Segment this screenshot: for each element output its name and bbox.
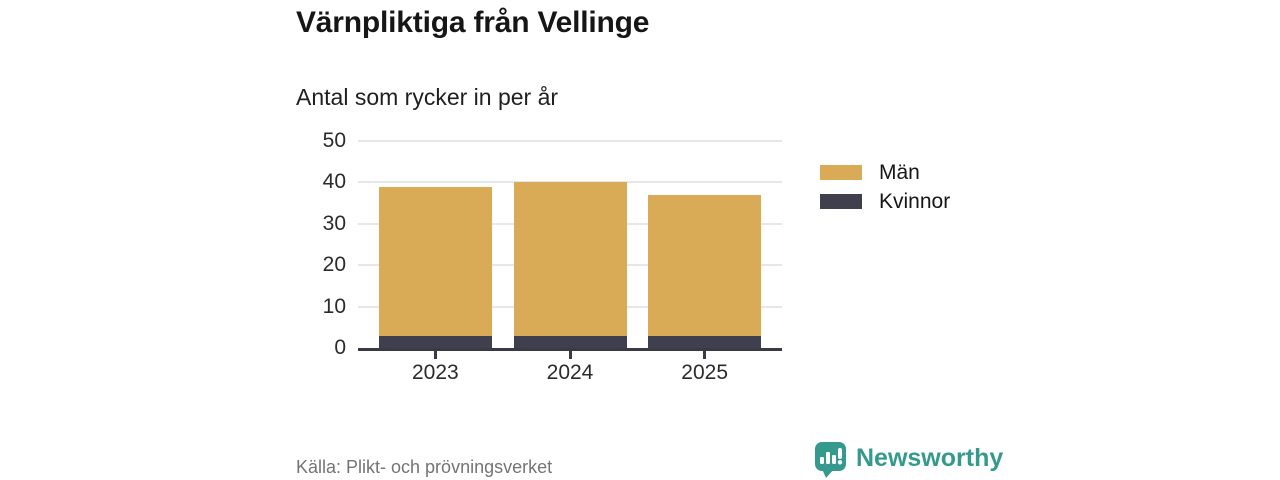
bar-segment-2024-kvinnor — [513, 335, 627, 348]
y-axis: 0 10 20 30 40 50 — [280, 129, 346, 359]
chart-subtitle: Antal som rycker in per år — [296, 84, 559, 110]
legend-label-män: Män — [879, 161, 920, 184]
legend-item-män: Män — [820, 161, 950, 184]
bar-segment-2024-män — [513, 182, 627, 336]
gridline-40 — [358, 181, 782, 184]
x-tick-label-2025: 2025 — [681, 361, 729, 384]
chart-title: Värnpliktiga från Vellinge — [296, 6, 650, 39]
x-tick-label-2023: 2023 — [411, 361, 459, 384]
newsworthy-logo-icon — [814, 441, 848, 479]
y-tick-label-0: 0 — [334, 336, 346, 359]
legend-swatch-män — [820, 165, 862, 180]
bar-segment-2023-män — [378, 186, 492, 336]
newsworthy-brand-link[interactable]: Newsworthy — [814, 441, 1003, 479]
y-tick-label-30: 30 — [322, 211, 346, 235]
legend-swatch-kvinnor — [820, 194, 862, 209]
x-tick-label-2024: 2024 — [546, 361, 594, 384]
y-tick-label-20: 20 — [322, 253, 346, 277]
x-tick-2024 — [568, 351, 572, 359]
gridline-50 — [358, 140, 782, 142]
legend: Män Kvinnor — [820, 161, 951, 223]
bar-segment-2025-män — [648, 194, 762, 336]
legend-label-kvinnor: Kvinnor — [879, 190, 951, 213]
source-text: Källa: Plikt- och prövningsverket — [296, 457, 553, 477]
plot-area: 2023 2024 2025 — [358, 140, 782, 384]
y-tick-label-50: 50 — [322, 129, 346, 152]
x-tick-2025 — [703, 351, 707, 359]
legend-item-kvinnor: Kvinnor — [820, 190, 951, 213]
x-tick-2023 — [433, 351, 437, 359]
bar-segment-2023-kvinnor — [378, 335, 492, 348]
newsworthy-logo-text: Newsworthy — [856, 444, 1004, 472]
bar-segment-2025-kvinnor — [648, 335, 762, 348]
y-tick-label-40: 40 — [322, 170, 346, 194]
y-tick-label-10: 10 — [322, 294, 346, 318]
